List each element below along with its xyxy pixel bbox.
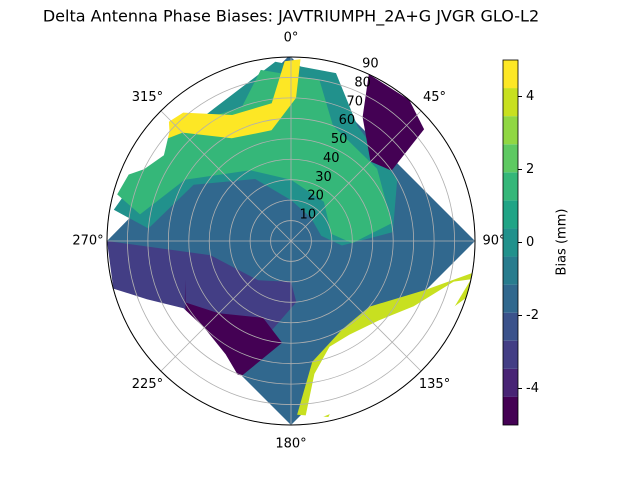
- colorbar-band: [503, 88, 518, 117]
- grid-spoke: [290, 110, 422, 242]
- theta-tick-label: 180°: [275, 437, 306, 452]
- colorbar-band: [503, 396, 518, 425]
- theta-tick-label: 270°: [72, 234, 103, 249]
- colorbar-tick-label: -4: [526, 381, 539, 396]
- r-tick-label: 90: [362, 57, 379, 72]
- colorbar-band: [503, 116, 518, 145]
- r-tick-label: 50: [331, 132, 348, 147]
- colorbar-tick-label: 4: [526, 89, 534, 104]
- colorbar-tick-label: 2: [526, 162, 534, 177]
- colorbar-band: [503, 368, 518, 397]
- theta-tick-label: 135°: [419, 377, 450, 392]
- theta-tick-label: 225°: [132, 377, 163, 392]
- contour-region: [117, 69, 392, 244]
- r-tick-label: 30: [315, 170, 332, 185]
- theta-tick-label: 45°: [423, 90, 446, 105]
- r-tick-label: 80: [354, 75, 371, 90]
- colorbar-label: Bias (mm): [555, 209, 570, 276]
- no-data-region: [113, 288, 266, 424]
- no-data-region: [118, 104, 170, 179]
- polar-plot: 10 20 30 40 50 60 70 80 90 0° 45° 90° 135° 180° 225° 27…: [72, 31, 505, 452]
- contour-region: [135, 59, 301, 151]
- r-tick-label: 40: [323, 151, 340, 166]
- no-data-region: [303, 279, 471, 425]
- r-tick-label: 20: [307, 189, 324, 204]
- colorbar-band: [503, 200, 518, 229]
- colorbar-tick-label: 0: [526, 235, 534, 250]
- colorbar-band: [503, 172, 518, 201]
- colorbar-band: [503, 228, 518, 257]
- grid-spoke: [290, 240, 422, 372]
- contour-region: [362, 74, 425, 171]
- theta-tick-label: 0°: [284, 31, 299, 46]
- colorbar-band: [503, 256, 518, 285]
- r-tick-label: 10: [300, 208, 317, 223]
- grid-spoke: [160, 110, 292, 242]
- colorbar-band: [503, 284, 518, 313]
- grid-spoke: [160, 240, 292, 372]
- r-tick-label: 60: [339, 113, 356, 128]
- colorbar: -4 -2 0 2 4 Bias (mm): [502, 59, 570, 426]
- theta-tick-label: 90°: [482, 234, 505, 249]
- colorbar-band: [503, 60, 518, 89]
- plot-frame: [106, 56, 476, 426]
- theta-tick-label: 315°: [132, 90, 163, 105]
- chart-title: Delta Antenna Phase Biases: JAVTRIUMPH_2…: [43, 7, 539, 27]
- colorbar-tick-label: -2: [526, 308, 539, 323]
- colorbar-band: [503, 144, 518, 173]
- colorbar-band: [503, 340, 518, 369]
- colorbar-band: [503, 312, 518, 341]
- r-tick-label: 70: [346, 94, 363, 109]
